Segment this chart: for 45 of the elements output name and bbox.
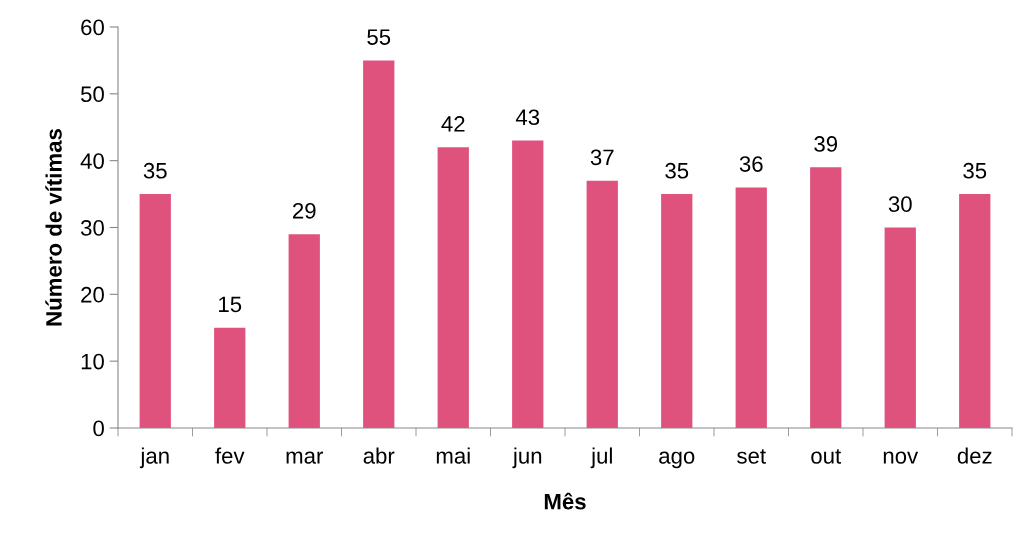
x-tick-label: jan bbox=[139, 447, 169, 469]
y-tick-label: 10 bbox=[81, 353, 104, 370]
bar bbox=[139, 194, 171, 428]
y-tick-label: 30 bbox=[80, 220, 104, 236]
x-tick-label: dez bbox=[957, 447, 992, 464]
x-tick-label: out bbox=[811, 449, 842, 464]
data-label: 42 bbox=[441, 116, 465, 132]
x-tick-label: mar bbox=[286, 451, 324, 464]
data-label: 43 bbox=[515, 109, 540, 126]
data-label: 30 bbox=[888, 196, 912, 212]
bar bbox=[661, 194, 693, 428]
y-tick-label: 20 bbox=[81, 286, 104, 303]
bar bbox=[810, 167, 842, 428]
x-tick-label: set bbox=[737, 449, 766, 464]
data-label: 29 bbox=[293, 202, 316, 219]
x-tick-label: nov bbox=[883, 451, 919, 464]
data-label: 55 bbox=[367, 29, 391, 45]
bar bbox=[959, 194, 991, 428]
data-label: 37 bbox=[590, 149, 614, 166]
data-label: 35 bbox=[665, 162, 689, 179]
x-tick-label: jun bbox=[512, 447, 542, 469]
x-tick-label: jul bbox=[590, 447, 612, 469]
data-label: 35 bbox=[963, 162, 987, 179]
data-label: 39 bbox=[814, 136, 838, 152]
x-tick-label: fev bbox=[215, 447, 245, 464]
bar bbox=[586, 180, 618, 428]
bar bbox=[512, 140, 544, 428]
data-label: 15 bbox=[219, 296, 242, 313]
bar bbox=[437, 147, 469, 428]
x-axis-title: Mês bbox=[544, 492, 586, 510]
bar bbox=[884, 227, 916, 428]
x-tick-label: abr bbox=[363, 447, 395, 464]
data-label: 35 bbox=[143, 162, 167, 179]
y-tick-label: 60 bbox=[81, 19, 104, 36]
y-tick-label: 40 bbox=[80, 153, 104, 169]
data-label: 36 bbox=[739, 156, 763, 172]
x-tick-label: mai bbox=[436, 447, 470, 464]
y-tick-label: 50 bbox=[80, 86, 104, 103]
bar bbox=[735, 187, 767, 428]
bar bbox=[288, 234, 320, 428]
x-tick-label: ago bbox=[659, 451, 695, 469]
y-axis-title: Número de vítimas bbox=[45, 128, 62, 326]
bar bbox=[363, 60, 395, 428]
bar bbox=[214, 327, 246, 428]
y-tick-label: 0 bbox=[93, 420, 104, 437]
